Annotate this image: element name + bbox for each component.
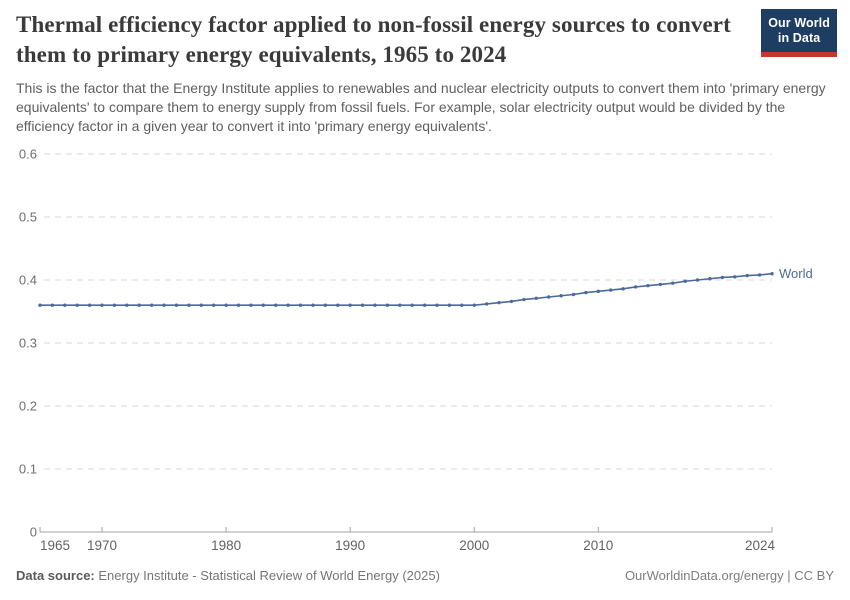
data-point <box>348 303 352 307</box>
x-tick-label: 2010 <box>583 538 613 553</box>
data-point <box>609 288 613 292</box>
data-point <box>745 273 749 278</box>
data-point <box>596 289 601 294</box>
data-point <box>162 303 166 307</box>
x-tick-label: 1965 <box>40 538 70 553</box>
data-point <box>100 303 104 307</box>
data-point <box>683 279 687 283</box>
data-point <box>633 285 638 289</box>
data-point <box>720 275 725 280</box>
data-point <box>770 272 774 276</box>
chart-canvas: 0 0.1 0.2 0.3 0.4 0.5 0.6 1965 1970 1980 1990 2000 2… <box>19 147 813 554</box>
data-point <box>534 296 538 300</box>
y-tick-label: 0.6 <box>19 147 37 162</box>
logo-line-1: Our World <box>768 16 830 30</box>
line-chart: 0 0.1 0.2 0.3 0.4 0.5 0.6 1965 1970 1980 1990 2000 2… <box>0 140 850 560</box>
data-point <box>38 303 42 307</box>
data-point <box>472 303 476 307</box>
data-point <box>211 303 216 307</box>
data-source: Data source: Energy Institute - Statisti… <box>16 568 440 583</box>
data-point <box>484 302 489 306</box>
data-point <box>149 303 154 307</box>
data-point <box>336 303 340 307</box>
series-label-world: World <box>779 266 813 281</box>
data-point <box>571 292 576 297</box>
x-tick-label: 1970 <box>87 538 117 553</box>
chart-subtitle: This is the factor that the Energy Insti… <box>16 80 826 135</box>
data-point <box>460 303 464 307</box>
data-point <box>373 303 377 307</box>
data-point <box>757 273 762 277</box>
x-tick-label: 1990 <box>335 538 365 553</box>
data-point <box>708 277 712 281</box>
data-point <box>286 303 290 307</box>
series-line-world <box>39 272 773 306</box>
data-point <box>584 290 588 295</box>
chart-footer: Data source: Energy Institute - Statisti… <box>16 568 834 583</box>
y-tick-label: 0.4 <box>19 273 37 288</box>
data-point <box>224 303 228 307</box>
data-point <box>87 303 92 307</box>
x-tick-label: 2024 <box>745 538 776 553</box>
page-title: Thermal efficiency factor applied to non… <box>16 12 731 67</box>
data-point <box>360 303 365 307</box>
y-tick-label: 0 <box>30 525 37 540</box>
owid-logo: Our World in Data <box>761 9 837 57</box>
data-point <box>385 303 390 307</box>
y-tick-label: 0.2 <box>19 399 37 414</box>
x-axis-line <box>39 527 773 533</box>
data-point <box>323 303 328 307</box>
data-point <box>398 303 402 307</box>
data-point <box>125 303 129 307</box>
data-point <box>509 299 514 304</box>
data-point <box>559 294 563 298</box>
data-point <box>137 303 141 307</box>
data-point <box>236 303 241 307</box>
data-point <box>199 303 203 307</box>
data-source-label: Data source: <box>16 568 95 583</box>
data-point <box>63 303 67 307</box>
data-point <box>621 287 625 291</box>
data-point <box>75 303 79 307</box>
x-tick-label: 2000 <box>459 538 489 553</box>
data-point <box>695 278 700 282</box>
data-point <box>422 303 427 307</box>
data-point <box>174 303 179 307</box>
data-point <box>298 303 303 307</box>
data-point <box>658 282 663 287</box>
data-point <box>646 283 650 288</box>
data-point <box>50 303 55 307</box>
y-tick-label: 0.3 <box>19 336 37 351</box>
x-tick-label: 1980 <box>211 538 241 553</box>
data-point <box>435 303 439 307</box>
data-source-value: Energy Institute - Statistical Review of… <box>98 568 440 583</box>
data-point <box>187 303 191 307</box>
logo-line-2: in Data <box>777 31 821 46</box>
data-point <box>546 295 551 299</box>
y-tick-label: 0.5 <box>19 210 37 225</box>
data-point <box>249 303 253 307</box>
data-point <box>522 297 526 302</box>
data-point <box>261 303 266 307</box>
data-point <box>671 281 675 285</box>
data-point <box>447 303 452 307</box>
data-point <box>112 303 117 307</box>
data-point <box>410 303 414 307</box>
license-note: OurWorldinData.org/energy | CC BY <box>624 568 834 583</box>
data-point <box>274 303 278 307</box>
y-tick-label: 0.1 <box>19 462 37 477</box>
data-point <box>733 275 737 279</box>
data-point <box>311 303 315 307</box>
data-point <box>497 300 501 305</box>
